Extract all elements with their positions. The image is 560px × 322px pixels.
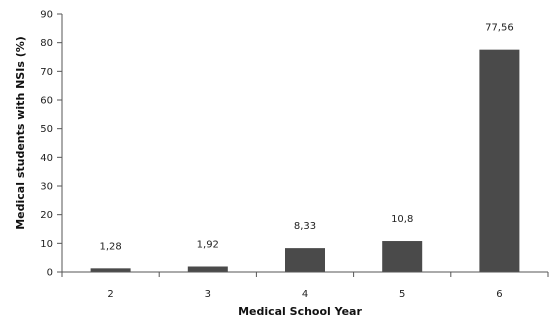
y-tick-label: 60 — [40, 96, 53, 107]
data-label-year-3: 1,92 — [197, 239, 219, 250]
x-axis-title: Medical School Year — [238, 305, 362, 318]
x-tick-label: 5 — [399, 289, 405, 300]
y-tick-label: 10 — [40, 239, 53, 250]
x-tick-label: 6 — [496, 289, 502, 300]
y-tick-label: 80 — [40, 38, 53, 49]
y-axis-ticks: 0 10 20 30 40 50 60 70 80 90 — [40, 10, 62, 279]
data-label-year-2: 1,28 — [99, 241, 121, 252]
y-tick-label: 70 — [40, 67, 53, 78]
bar-year-5 — [382, 241, 423, 272]
bar-year-3 — [187, 266, 228, 272]
x-tick-label: 4 — [302, 289, 308, 300]
x-axis-ticks: 2 3 4 5 6 — [61, 272, 549, 300]
bar-year-2 — [90, 268, 131, 272]
y-tick-label: 20 — [40, 210, 53, 221]
data-labels: 1,28 1,92 8,33 10,8 77,56 — [99, 23, 513, 253]
y-tick-label: 90 — [40, 10, 53, 21]
x-tick-label: 3 — [205, 289, 211, 300]
data-label-year-5: 10,8 — [391, 214, 413, 225]
y-tick-label: 40 — [40, 153, 53, 164]
y-tick-label: 0 — [47, 268, 53, 279]
bars — [90, 49, 520, 273]
y-tick-label: 50 — [40, 124, 53, 135]
bar-year-4 — [285, 248, 325, 272]
y-axis-title: Medical students with NSIs (%) — [14, 36, 27, 230]
x-tick-label: 2 — [107, 289, 113, 300]
data-label-year-6: 77,56 — [485, 23, 514, 34]
y-tick-label: 30 — [40, 182, 53, 193]
data-label-year-4: 8,33 — [294, 221, 316, 232]
bar-year-6 — [479, 49, 520, 273]
